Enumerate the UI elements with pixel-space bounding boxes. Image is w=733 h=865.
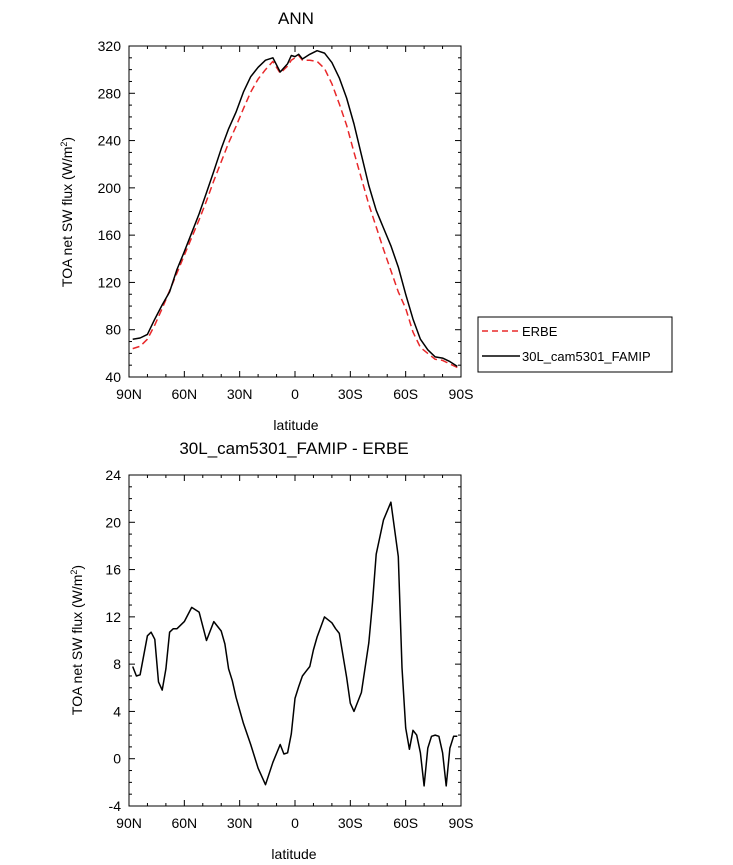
x-tick-label: 90N: [116, 386, 142, 402]
bottom-panel-difference: 30L_cam5301_FAMIP - ERBE latitude TOA ne…: [69, 439, 473, 862]
x-tick-label: 90S: [449, 386, 474, 402]
y-tick-label: 40: [105, 369, 121, 385]
bottom-panel-ylabel: TOA net SW flux (W/m2): [69, 565, 85, 715]
y-tick-label: 120: [98, 274, 122, 290]
bottom-panel-title: 30L_cam5301_FAMIP - ERBE: [179, 439, 408, 458]
y-tick-label: 280: [98, 85, 122, 101]
top-panel-title: ANN: [278, 9, 314, 28]
y-tick-label: 24: [105, 467, 121, 483]
plot-frame: [128, 45, 462, 378]
y-tick-label: 240: [98, 133, 122, 149]
top-panel-legend: ERBE 30L_cam5301_FAMIP: [477, 316, 673, 373]
x-tick-label: 30S: [338, 386, 363, 402]
x-tick-label: 0: [291, 815, 299, 831]
top-panel-ylabel: TOA net SW flux (W/m2): [59, 137, 75, 287]
legend-label-erbe: ERBE: [522, 324, 558, 339]
x-tick-label: 90N: [116, 815, 142, 831]
legend-box: [477, 316, 673, 373]
series-line-difference: [132, 501, 458, 787]
y-tick-label: 16: [105, 562, 121, 578]
series-line-30l-cam5301-famip: [132, 49, 458, 368]
y-tick-label: 8: [113, 656, 121, 672]
x-tick-label: 60S: [393, 386, 418, 402]
y-tick-label: 80: [105, 322, 121, 338]
y-tick-label: 0: [113, 751, 121, 767]
y-tick-label: 320: [98, 38, 122, 54]
x-tick-label: 30N: [227, 815, 253, 831]
plot-frame: [128, 474, 462, 807]
y-tick-label: 12: [105, 609, 121, 625]
x-tick-label: 30N: [227, 386, 253, 402]
series-line-erbe: [132, 54, 458, 369]
top-panel-xlabel: latitude: [273, 417, 318, 433]
x-tick-label: 60S: [393, 815, 418, 831]
y-tick-label: 160: [98, 227, 122, 243]
x-tick-label: 0: [291, 386, 299, 402]
bottom-panel-xlabel: latitude: [271, 846, 316, 862]
x-tick-label: 60N: [171, 386, 197, 402]
y-tick-label: 4: [113, 703, 121, 719]
x-tick-label: 90S: [449, 815, 474, 831]
y-tick-label: 200: [98, 180, 122, 196]
x-tick-label: 60N: [171, 815, 197, 831]
y-tick-label: 20: [105, 514, 121, 530]
x-tick-label: 30S: [338, 815, 363, 831]
top-panel-ann: ANN latitude TOA net SW flux (W/m2) 40 80…: [59, 9, 473, 433]
y-tick-label: -4: [109, 798, 122, 814]
legend-label-model: 30L_cam5301_FAMIP: [522, 349, 651, 364]
